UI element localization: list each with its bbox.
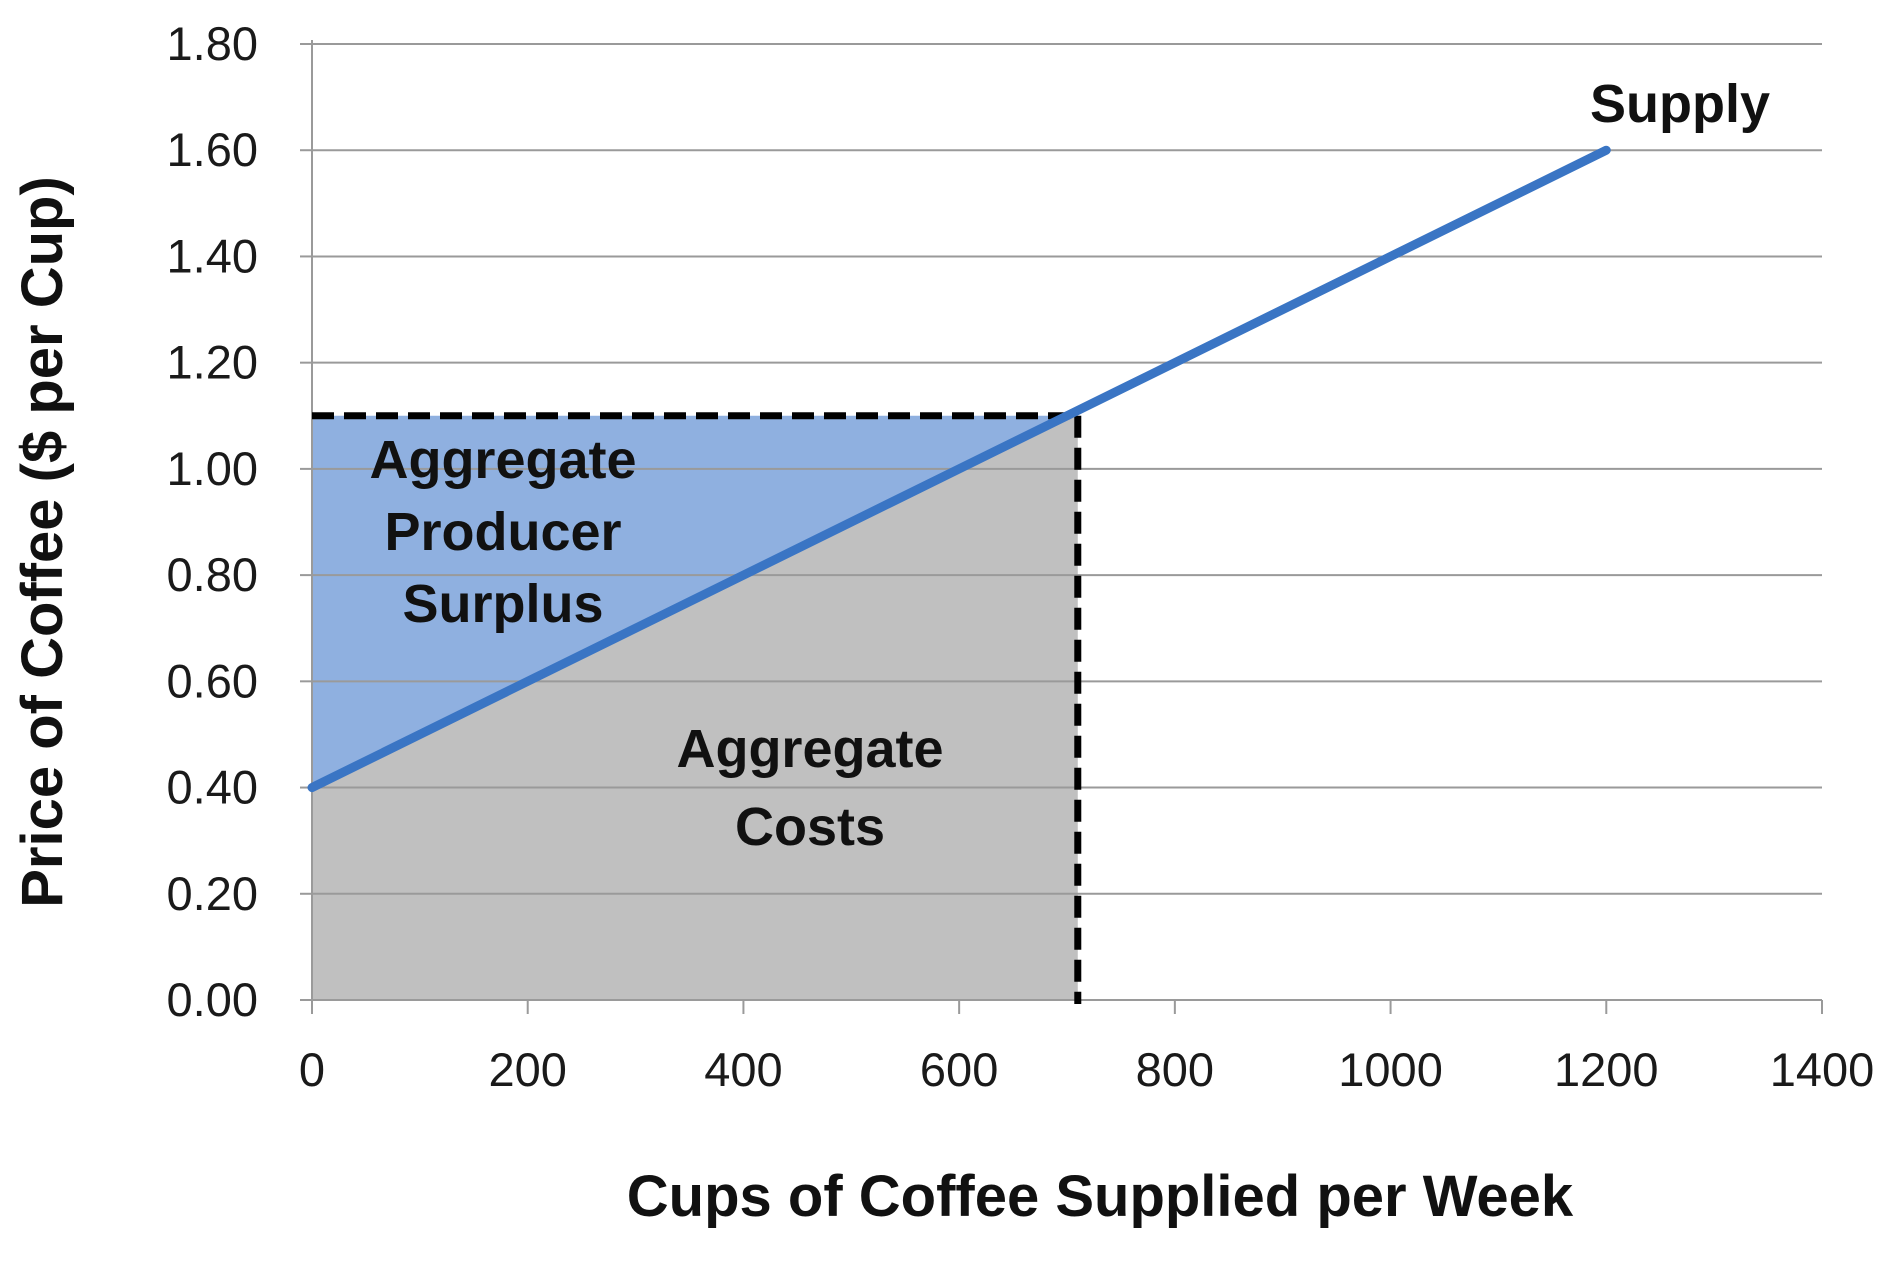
- y-tick-label: 1.20: [167, 336, 258, 389]
- y-tick-label: 0.40: [167, 761, 258, 814]
- y-axis-title: Price of Coffee ($ per Cup): [10, 176, 75, 908]
- x-axis-title: Cups of Coffee Supplied per Week: [627, 1164, 1574, 1229]
- x-tick-label: 600: [920, 1043, 998, 1096]
- producer-surplus-label: Producer: [384, 502, 621, 562]
- y-tick-label: 0.60: [167, 654, 258, 707]
- x-tick-label: 800: [1136, 1043, 1214, 1096]
- aggregate-costs-label: Costs: [735, 797, 885, 857]
- supply-label: Supply: [1590, 74, 1770, 134]
- x-tick-label: 1400: [1770, 1043, 1875, 1096]
- y-tick-label: 0.00: [167, 973, 258, 1026]
- producer-surplus-label: Surplus: [402, 574, 603, 634]
- x-tick-label: 400: [704, 1043, 782, 1096]
- x-tick-label: 0: [299, 1043, 325, 1096]
- y-tick-label: 0.20: [167, 867, 258, 920]
- y-tick-label: 1.80: [167, 17, 258, 70]
- aggregate-costs-label: Aggregate: [676, 719, 943, 779]
- y-tick-label: 1.40: [167, 229, 258, 282]
- y-tick-label: 1.60: [167, 123, 258, 176]
- y-tick-label: 0.80: [167, 548, 258, 601]
- supply-line: [307, 145, 1611, 793]
- x-tick-label: 1200: [1554, 1043, 1659, 1096]
- x-tick-label: 1000: [1338, 1043, 1443, 1096]
- x-tick-label: 200: [489, 1043, 567, 1096]
- aggregate-costs-area: [312, 415, 1078, 1000]
- y-tick-label: 1.00: [167, 442, 258, 495]
- producer-surplus-label: Aggregate: [369, 430, 636, 490]
